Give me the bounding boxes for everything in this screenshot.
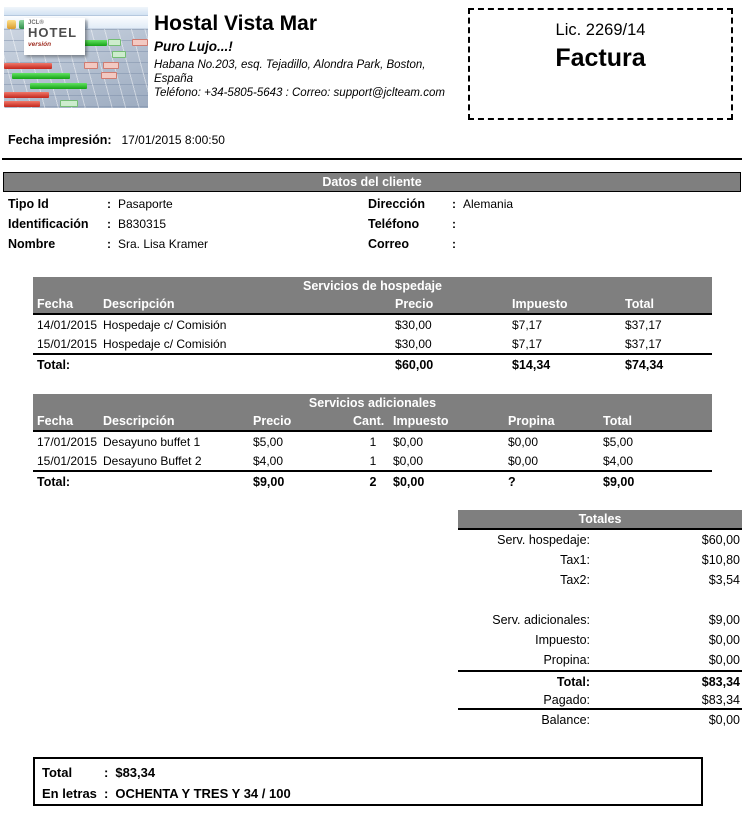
gantt-bar — [82, 40, 107, 46]
gantt-bar — [30, 83, 87, 89]
lodging-section-header: Servicios de hospedaje — [33, 277, 712, 295]
column-header: Precio — [253, 412, 353, 432]
client-section-header: Datos del cliente — [3, 172, 741, 192]
logo-menu-bar — [4, 7, 148, 20]
table-header-row: Fecha Descripción Precio Cant. Impuesto … — [33, 412, 712, 432]
print-date-value: 17/01/2015 8:00:50 — [121, 133, 225, 147]
footer-words-row: En letras: OCHENTA Y TRES Y 34 / 100 — [42, 786, 291, 801]
totals-row: Serv. hospedaje: $60,00 — [497, 533, 740, 547]
gantt-chip — [103, 62, 119, 69]
brand-plate: JCL® HOTEL versión — [24, 18, 85, 55]
additional-section-header: Servicios adicionales — [33, 394, 712, 412]
table-total-row: Total: $60,00 $14,34 $74,34 — [33, 353, 712, 374]
totals-row: Propina: $0,00 — [543, 653, 740, 667]
amount-summary-box: Total: $83,34 En letras: OCHENTA Y TRES Y … — [33, 757, 703, 806]
column-header: Total — [625, 295, 712, 315]
column-header: Cant. — [353, 412, 393, 432]
gantt-bar — [12, 73, 70, 79]
toolbar-icon — [19, 20, 28, 29]
totals-row: Serv. adicionales: $9,00 — [492, 613, 740, 627]
print-date-row: Fecha impresión: 17/01/2015 8:00:50 — [8, 133, 225, 147]
client-field: Tipo Id: Pasaporte — [8, 197, 173, 211]
column-header: Descripción — [103, 295, 395, 315]
client-fields-right: Dirección: Alemania Teléfono: Correo: — [368, 194, 513, 254]
column-header: Descripción — [103, 412, 253, 432]
client-field: Teléfono: — [368, 217, 456, 231]
hotel-name: Hostal Vista Mar — [154, 12, 318, 35]
print-date-label: Fecha impresión: — [8, 133, 112, 147]
hotel-slogan: Puro Lujo...! — [154, 39, 233, 54]
column-header: Precio — [395, 295, 512, 315]
jcl-hotel-logo: JCL® HOTEL versión — [4, 7, 148, 108]
table-total-row: Total: $9,00 2 $0,00? $9,00 — [33, 470, 712, 491]
document-title: Factura — [555, 44, 646, 72]
column-header: Impuesto — [393, 412, 508, 432]
column-header: Propina — [508, 412, 603, 432]
gantt-chip — [132, 39, 148, 46]
toolbar-icon — [7, 20, 16, 29]
column-header: Fecha — [33, 295, 103, 315]
column-header: Impuesto — [512, 295, 625, 315]
table-header-row: Fecha Descripción Precio Impuesto Total — [33, 295, 712, 315]
table-row: 17/01/2015 Desayuno buffet 1 $5,00 1 $0,00 $0… — [37, 434, 634, 449]
table-row: 15/01/2015 Desayuno Buffet 2 $4,00 1 $0,00 $0… — [37, 453, 634, 468]
hotel-info: Hostal Vista Mar Puro Lujo...! Habana No… — [154, 11, 466, 100]
totals-row: Tax1: $10,80 — [560, 553, 740, 567]
totals-grand-total-row: Total: $83,34 — [458, 670, 742, 690]
totals-balance-row: Balance: $0,00 — [541, 713, 740, 727]
invoice-title-box: Lic. 2269/14 Factura — [468, 8, 733, 120]
additional-services-table: Servicios adicionales Fecha Descripción … — [33, 394, 712, 491]
gantt-chip — [108, 39, 121, 46]
client-field: Dirección: Alemania — [368, 197, 514, 211]
gantt-bar — [4, 101, 40, 107]
footer-total-row: Total: $83,34 — [42, 765, 156, 780]
brand-small-text: JCL® — [28, 20, 44, 26]
totals-row: Impuesto: $0,00 — [535, 633, 740, 647]
table-row: 14/01/2015 Hospedaje c/ Comisión $30,00 $7,… — [37, 317, 662, 332]
hotel-address: Habana No.203, esq. Tejadillo, Alondra P… — [154, 59, 426, 85]
client-fields-left: Tipo Id: Pasaporte Identificación: B830315… — [8, 194, 208, 254]
gantt-chip — [101, 72, 117, 79]
totals-row: Tax2: $3,54 — [560, 573, 740, 587]
gantt-bar — [4, 63, 52, 69]
column-header: Total — [603, 412, 712, 432]
brand-name: HOTEL — [28, 25, 78, 40]
gantt-chip — [84, 62, 98, 69]
license-number: Lic. 2269/14 — [555, 21, 646, 39]
column-header: Fecha — [33, 412, 103, 432]
hotel-contact: Teléfono: +34-5805-5643 : Correo: suppor… — [154, 87, 445, 99]
gantt-bar — [4, 92, 49, 98]
lodging-services-table: Servicios de hospedaje Fecha Descripción… — [33, 277, 712, 374]
table-row: 15/01/2015 Hospedaje c/ Comisión $30,00 $7,… — [37, 336, 662, 351]
client-field: Correo: — [368, 237, 456, 251]
totals-panel: Totales Serv. hospedaje: $60,00 Tax1: $10,… — [458, 510, 742, 730]
header-divider — [2, 158, 742, 160]
gantt-chip — [112, 51, 126, 58]
totals-section-header: Totales — [458, 510, 742, 530]
totals-paid-row: Pagado: $83,34 — [458, 690, 742, 710]
gantt-chip — [60, 100, 78, 107]
client-field: Nombre: Sra. Lisa Kramer — [8, 237, 209, 251]
client-field: Identificación: B830315 — [8, 217, 167, 231]
brand-version-text: versión — [28, 41, 52, 48]
